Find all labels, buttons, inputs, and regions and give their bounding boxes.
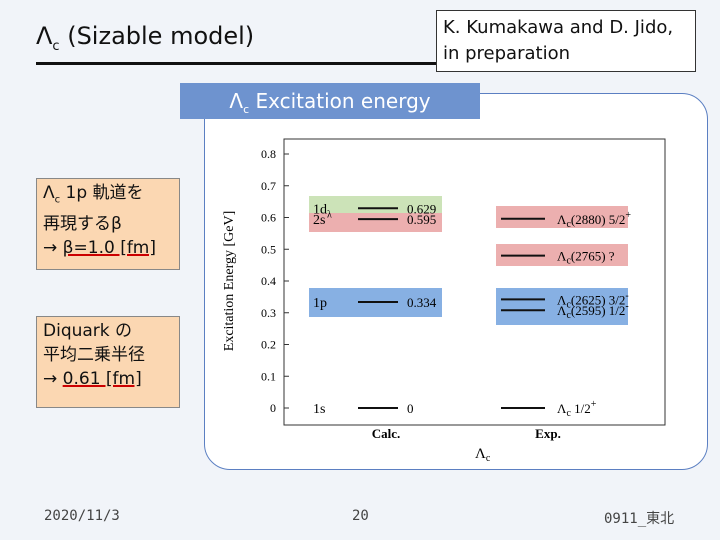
y-tick-label: 0.2 bbox=[261, 338, 276, 352]
highlight-exp-2765 bbox=[496, 244, 628, 266]
footer-date: 2020/11/3 bbox=[44, 508, 120, 524]
y-tick-label: 0.6 bbox=[261, 211, 276, 225]
beta-note-line2: 再現するβ bbox=[43, 214, 122, 235]
beta-note-line1: Λc 1p 軌道を bbox=[43, 183, 144, 206]
y-tick-label: 0.3 bbox=[261, 306, 276, 320]
chart-panel: 0 0.1 0.2 0.3 0.4 0.5 0.6 0.7 0.8 Excitation Ener… bbox=[204, 93, 708, 470]
exp-label-3: Λc(2765) ? bbox=[557, 249, 615, 267]
diquark-note: Diquark の 平均二乗半径 → 0.61 [fm] bbox=[36, 316, 180, 408]
exp-label-2: Λc(2625) 3/2- bbox=[557, 290, 629, 310]
highlight-exp-2880 bbox=[496, 206, 628, 228]
calc-value-1dλ: 0.629 bbox=[407, 201, 436, 216]
highlight-exp-2595-2625 bbox=[496, 288, 628, 325]
y-tick-label: 0.4 bbox=[261, 274, 276, 288]
y-tick-label: 0 bbox=[270, 401, 276, 415]
diquark-note-line2: 平均二乗半径 bbox=[43, 345, 145, 365]
y-tick-label: 0.8 bbox=[261, 147, 276, 161]
calc-label-2s: 2s bbox=[313, 213, 325, 228]
x-label-exp: Exp. bbox=[535, 426, 561, 441]
beta-note-line3: → β=1.0 [fm] bbox=[43, 238, 156, 259]
highlight-2s bbox=[309, 213, 442, 232]
footer-event: 0911_東北 bbox=[604, 511, 675, 527]
reference-status: in preparation bbox=[443, 43, 571, 64]
diquark-note-line3: → 0.61 [fm] bbox=[43, 369, 142, 389]
y-axis-label: Excitation Energy [GeV] bbox=[222, 211, 237, 351]
slide-title: Λc (Sizable model) bbox=[36, 22, 255, 54]
exp-label-0: Λc 1/2+ bbox=[557, 399, 597, 419]
calc-label-1p: 1p bbox=[313, 296, 327, 311]
calc-value-2s: 0.595 bbox=[407, 212, 436, 227]
beta-note: Λc 1p 軌道を 再現するβ → β=1.0 [fm] bbox=[36, 178, 180, 270]
calc-value-1p: 0.334 bbox=[407, 295, 437, 310]
calc-value-1s: 0 bbox=[407, 401, 414, 416]
x-label-calc: Calc. bbox=[372, 426, 401, 441]
x-axis-main-label: Λc bbox=[475, 446, 491, 464]
title-underline bbox=[36, 62, 442, 65]
footer-page-number: 20 bbox=[352, 508, 369, 524]
y-tick-label: 0.1 bbox=[261, 369, 276, 383]
section-banner: Λc Excitation energy bbox=[180, 83, 480, 119]
energy-level-chart: 0 0.1 0.2 0.3 0.4 0.5 0.6 0.7 0.8 Excitation Ener… bbox=[222, 138, 666, 464]
exp-label-4: Λc(2880) 5/2+ bbox=[557, 210, 631, 230]
exp-label-1: Λc(2595) 1/2- bbox=[557, 301, 629, 321]
plot-frame bbox=[283, 138, 666, 426]
diquark-note-line1: Diquark の bbox=[43, 321, 133, 341]
calc-label-1dλ: 1dλ bbox=[313, 202, 332, 220]
y-tick-label: 0.7 bbox=[261, 179, 276, 193]
calc-label-1s: 1s bbox=[313, 402, 325, 417]
highlight-1d bbox=[309, 196, 442, 213]
reference-box: K. Kumakawa and D. Jido, in preparation bbox=[436, 10, 696, 72]
y-tick-label: 0.5 bbox=[261, 242, 276, 256]
reference-authors: K. Kumakawa and D. Jido, bbox=[443, 17, 674, 38]
